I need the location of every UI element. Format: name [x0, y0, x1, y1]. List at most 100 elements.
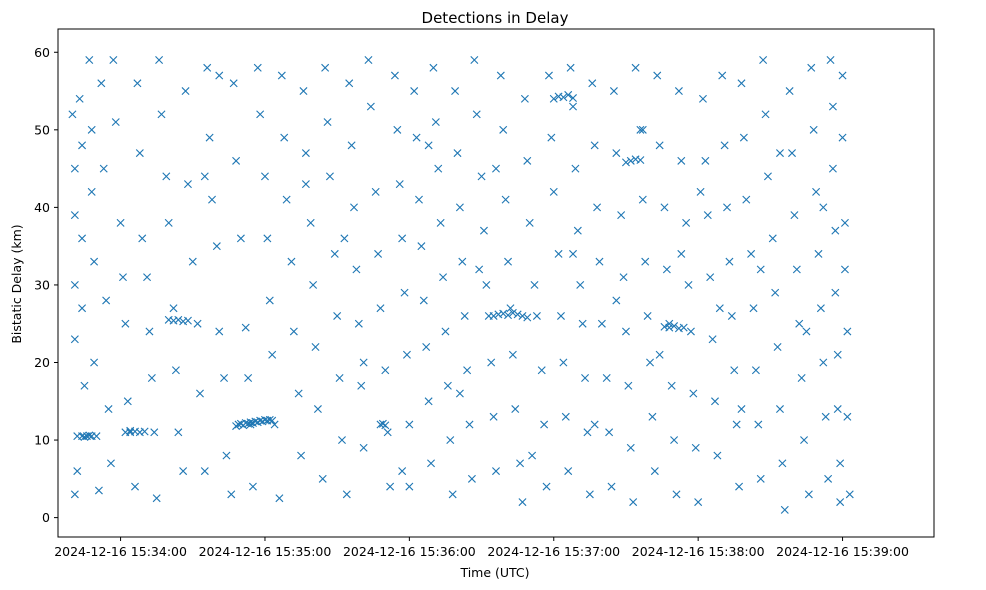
y-tick-label: 50	[34, 122, 50, 137]
data-point	[547, 133, 556, 142]
data-point	[309, 280, 318, 289]
data-point	[434, 164, 443, 173]
data-point	[200, 172, 209, 181]
data-point	[836, 459, 845, 468]
data-point	[513, 310, 522, 319]
data-point	[518, 311, 527, 320]
data-point	[780, 505, 789, 514]
data-point	[374, 249, 383, 258]
data-point	[588, 79, 597, 88]
data-point	[70, 335, 79, 344]
data-point	[626, 443, 635, 452]
data-point	[677, 156, 686, 165]
data-point	[833, 405, 842, 414]
data-point	[573, 226, 582, 235]
data-point	[150, 428, 159, 437]
data-point	[691, 443, 700, 452]
data-point	[778, 459, 787, 468]
data-point	[263, 234, 272, 243]
data-point	[253, 63, 262, 72]
data-point	[489, 311, 498, 320]
data-point	[739, 133, 748, 142]
data-point	[222, 451, 231, 460]
data-point	[188, 257, 197, 266]
data-point	[123, 397, 132, 406]
data-point	[795, 319, 804, 328]
data-point	[200, 467, 209, 476]
data-point	[301, 180, 310, 189]
data-point	[248, 482, 257, 491]
data-point	[662, 265, 671, 274]
data-point	[838, 71, 847, 80]
data-point	[297, 451, 306, 460]
data-point	[520, 94, 529, 103]
data-point	[398, 234, 407, 243]
data-point	[511, 405, 520, 414]
data-point	[569, 249, 577, 258]
data-point	[775, 149, 784, 158]
data-point	[812, 187, 821, 196]
data-point	[617, 211, 626, 220]
data-point	[590, 141, 599, 150]
data-point	[576, 280, 585, 289]
data-point	[773, 342, 782, 351]
data-point	[99, 164, 108, 173]
data-point	[751, 366, 760, 375]
x-tick-label: 2024-12-16 15:35:00	[199, 544, 332, 559]
data-point	[679, 323, 688, 332]
data-point	[487, 358, 496, 367]
data-point	[73, 467, 82, 476]
data-point	[506, 304, 515, 313]
data-point	[670, 436, 679, 445]
data-point	[164, 218, 173, 227]
y-tick-label: 60	[34, 45, 50, 60]
x-axis-label: Time (UTC)	[459, 565, 529, 580]
data-point	[831, 288, 840, 297]
data-point	[232, 422, 241, 431]
data-point	[821, 412, 830, 421]
data-point	[318, 474, 327, 483]
data-point	[537, 366, 546, 375]
data-point	[277, 71, 286, 80]
data-point	[419, 296, 428, 305]
data-point	[203, 63, 212, 72]
data-point	[97, 79, 106, 88]
data-point	[236, 234, 245, 243]
data-point	[145, 327, 154, 336]
data-point	[342, 490, 351, 499]
y-tick-label: 10	[34, 433, 50, 448]
data-point	[429, 63, 438, 72]
data-point	[735, 482, 744, 491]
data-point	[78, 432, 87, 441]
data-point	[831, 226, 840, 235]
data-point	[650, 467, 659, 476]
data-point	[111, 118, 120, 127]
data-point	[775, 405, 784, 414]
data-point	[196, 389, 204, 398]
data-point	[443, 381, 452, 390]
data-point	[569, 102, 577, 111]
data-point	[602, 374, 611, 382]
data-point	[532, 311, 541, 320]
data-point	[133, 79, 142, 88]
data-point	[350, 203, 358, 212]
data-point	[75, 94, 84, 103]
data-point	[424, 141, 433, 150]
data-point	[544, 71, 553, 80]
chart-title: Detections in Delay	[422, 9, 569, 27]
data-point	[516, 459, 525, 468]
data-point	[463, 366, 472, 375]
data-point	[366, 102, 375, 111]
data-point	[183, 180, 192, 189]
data-point	[294, 389, 303, 398]
data-point	[530, 280, 539, 289]
data-point	[636, 125, 645, 134]
data-point	[496, 71, 505, 80]
data-point	[265, 415, 274, 424]
data-point	[299, 87, 308, 96]
y-tick-label: 30	[34, 277, 50, 292]
data-point	[612, 296, 621, 305]
data-point	[118, 273, 127, 282]
data-point	[405, 420, 414, 429]
